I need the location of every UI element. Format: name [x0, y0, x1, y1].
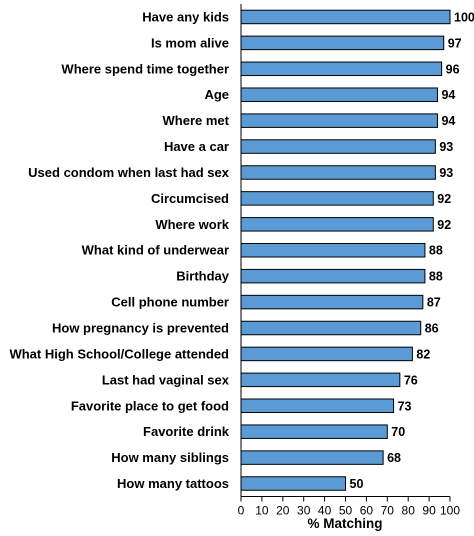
- data-label: 93: [439, 140, 453, 154]
- bar: [240, 372, 401, 388]
- bar: [240, 346, 413, 362]
- data-label: 88: [429, 244, 443, 258]
- data-label: 70: [391, 425, 405, 439]
- bar: [240, 242, 426, 258]
- data-label: 92: [437, 218, 451, 232]
- bar: [240, 476, 346, 491]
- data-label: 50: [350, 477, 364, 491]
- data-label: 87: [427, 296, 441, 310]
- data-label: 93: [439, 166, 453, 180]
- category-label: Age: [204, 87, 229, 102]
- x-tick-label: 100: [440, 503, 460, 517]
- bar: [240, 139, 436, 154]
- bar: [240, 61, 443, 77]
- category-label: Favorite place to get food: [71, 398, 229, 413]
- category-label: Where spend time together: [61, 61, 229, 76]
- x-tick-label: 60: [360, 503, 374, 517]
- category-label: Have any kids: [142, 9, 229, 24]
- data-label: 68: [387, 451, 401, 465]
- bar: [240, 294, 424, 310]
- bar: [240, 9, 451, 25]
- x-tick-label: 40: [318, 503, 332, 517]
- category-label: Have a car: [164, 139, 229, 154]
- category-label: What High School/College attended: [9, 346, 229, 361]
- data-label: 94: [441, 88, 455, 102]
- bar: [240, 191, 434, 206]
- data-label: 97: [448, 36, 462, 50]
- data-label: 76: [404, 373, 418, 387]
- data-label: 92: [437, 192, 451, 206]
- bars-group: [240, 9, 451, 491]
- data-label: 96: [446, 62, 460, 76]
- bar: [240, 35, 445, 51]
- category-labels: Have any kids Is mom alive Where spend tim…: [9, 9, 229, 491]
- data-label: 86: [425, 322, 439, 336]
- x-tick-label: 10: [255, 503, 269, 517]
- bar: [240, 424, 388, 439]
- category-label: What kind of underwear: [82, 243, 229, 258]
- category-label: Used condom when last had sex: [28, 165, 230, 180]
- x-tick-label: 0: [238, 503, 245, 517]
- data-label: 73: [398, 399, 412, 413]
- data-label: 82: [416, 347, 430, 361]
- category-label: How pregnancy is prevented: [52, 321, 229, 336]
- category-label: Birthday: [176, 269, 230, 284]
- bar: [240, 268, 426, 284]
- category-label: Is mom alive: [151, 35, 229, 50]
- bar: [240, 113, 438, 128]
- category-label: Where met: [163, 113, 230, 128]
- x-axis-title: % Matching: [307, 516, 382, 531]
- bar: [240, 450, 384, 465]
- category-label: Cell phone number: [111, 295, 229, 310]
- x-tick-label: 80: [402, 503, 416, 517]
- bar: [240, 398, 395, 414]
- category-label: Favorite drink: [143, 424, 230, 439]
- data-labels: 100 97 96 94 94 93 93 92 92 88 88 87 86 82 76 73 70 68 50: [350, 10, 474, 491]
- x-tick-label: 70: [381, 503, 395, 517]
- data-label: 88: [429, 270, 443, 284]
- category-label: How many siblings: [111, 450, 229, 465]
- data-label: 100: [454, 10, 474, 24]
- x-tick-label: 90: [422, 503, 436, 517]
- x-tick-label: 20: [276, 503, 290, 517]
- x-axis: 0 10 20 30 40 50 60 70 80 90 100: [238, 4, 460, 517]
- x-tick-label: 50: [339, 503, 353, 517]
- data-label: 94: [441, 114, 455, 128]
- category-label: Where work: [155, 217, 229, 232]
- category-label: Circumcised: [151, 191, 229, 206]
- bar: [240, 320, 422, 336]
- category-label: Last had vaginal sex: [102, 372, 230, 387]
- bar: [240, 165, 436, 180]
- category-label: How many tattoos: [117, 476, 229, 491]
- bar: [240, 87, 438, 102]
- bar: [240, 217, 434, 232]
- x-tick-label: 30: [297, 503, 311, 517]
